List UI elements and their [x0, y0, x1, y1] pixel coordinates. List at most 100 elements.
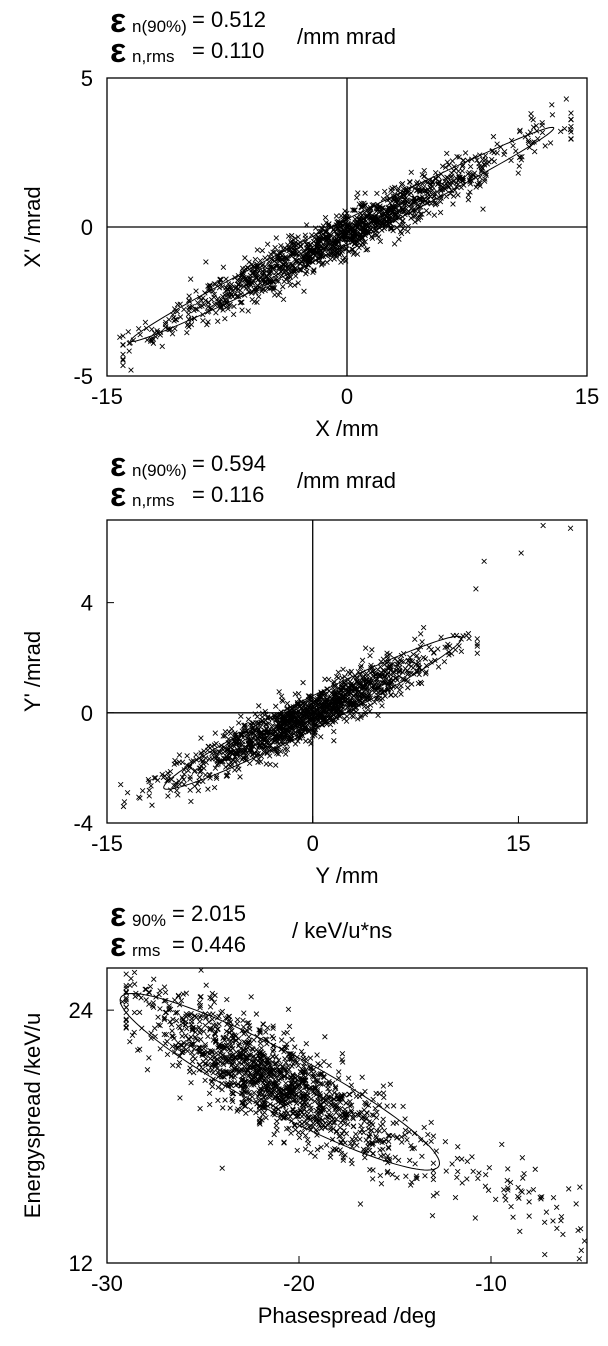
- data-point: [303, 1040, 310, 1047]
- data-point: [285, 266, 292, 273]
- data-point: [196, 1067, 202, 1073]
- data-point: [284, 700, 291, 707]
- data-point: [422, 1140, 429, 1146]
- data-point: [170, 1033, 176, 1040]
- data-point: [153, 994, 159, 1000]
- data-point: [143, 325, 150, 332]
- data-point: [259, 263, 265, 269]
- data-point: [428, 1119, 434, 1126]
- data-point: [230, 311, 237, 318]
- data-point: [398, 658, 405, 665]
- data-point: [407, 654, 413, 661]
- data-point: [345, 1075, 352, 1081]
- data-point: [380, 196, 387, 202]
- data-point: [429, 187, 436, 193]
- data-point: [300, 248, 306, 255]
- data-point: [202, 755, 209, 761]
- data-point: [217, 759, 224, 765]
- data-point: [279, 717, 286, 724]
- data-point: [224, 772, 231, 779]
- data-point: [267, 1068, 274, 1074]
- emittance-value-1: = 0.512: [192, 7, 266, 32]
- data-point: [177, 1042, 184, 1048]
- emittance-ellipse: [119, 992, 441, 1171]
- data-point: [302, 239, 308, 245]
- data-point: [353, 1093, 360, 1099]
- data-point: [415, 217, 422, 223]
- data-point: [554, 1225, 560, 1232]
- data-point: [366, 1134, 372, 1140]
- data-point: [468, 177, 475, 184]
- data-point: [200, 317, 206, 324]
- data-point: [343, 234, 349, 240]
- data-point: [291, 244, 298, 250]
- data-point: [211, 999, 218, 1005]
- data-point: [253, 1098, 259, 1105]
- data-point: [402, 1127, 409, 1134]
- data-point: [230, 287, 237, 293]
- data-point: [175, 992, 182, 999]
- data-point: [256, 1097, 263, 1104]
- data-point: [318, 734, 324, 740]
- data-point: [232, 1072, 238, 1079]
- x-axis-label: X /mm: [315, 416, 379, 441]
- data-point: [295, 280, 301, 286]
- epsilon-symbol: ε: [110, 2, 126, 40]
- data-point: [289, 1052, 296, 1058]
- data-point: [286, 247, 292, 254]
- data-point: [239, 1076, 246, 1083]
- data-point: [309, 727, 316, 734]
- data-point: [542, 1251, 548, 1258]
- data-point: [184, 762, 190, 768]
- data-point: [297, 1108, 304, 1114]
- data-point: [312, 1085, 319, 1091]
- data-point: [131, 969, 138, 976]
- data-point: [273, 1074, 279, 1081]
- data-point: [157, 1022, 163, 1029]
- data-point: [123, 1009, 129, 1016]
- data-point: [435, 664, 442, 670]
- data-point: [348, 681, 355, 687]
- data-point: [380, 689, 386, 696]
- data-point: [235, 763, 241, 769]
- data-point: [123, 996, 129, 1003]
- data-point: [377, 238, 384, 245]
- data-point: [192, 306, 199, 312]
- data-point: [297, 703, 304, 710]
- data-point: [318, 253, 325, 260]
- data-point: [307, 1065, 313, 1071]
- data-point: [245, 1020, 252, 1026]
- data-point: [235, 281, 241, 288]
- data-point: [297, 260, 303, 266]
- data-point: [121, 799, 128, 805]
- data-point: [395, 1157, 402, 1164]
- data-point: [228, 759, 235, 765]
- data-point: [157, 1006, 163, 1012]
- data-point: [288, 736, 294, 742]
- data-point: [211, 281, 218, 287]
- data-point: [402, 1116, 408, 1122]
- data-point: [359, 240, 366, 246]
- data-point: [193, 752, 199, 758]
- data-point: [515, 1193, 521, 1200]
- data-point: [207, 995, 213, 1001]
- data-point: [358, 204, 364, 210]
- data-point: [161, 1015, 168, 1021]
- data-point: [335, 1075, 342, 1081]
- data-point: [362, 686, 369, 693]
- data-point: [318, 1144, 324, 1151]
- data-point: [352, 1131, 359, 1137]
- data-point: [219, 1008, 226, 1015]
- y-tick-label: -5: [73, 364, 93, 389]
- data-point: [173, 782, 179, 789]
- data-point: [526, 144, 533, 151]
- data-point: [326, 712, 333, 719]
- data-point: [578, 1247, 584, 1254]
- data-point: [339, 709, 345, 716]
- data-point: [405, 223, 411, 230]
- data-point: [217, 749, 223, 755]
- data-point: [212, 1054, 218, 1060]
- emittance-sub-1: n(90%): [132, 461, 187, 480]
- data-point: [311, 1073, 317, 1080]
